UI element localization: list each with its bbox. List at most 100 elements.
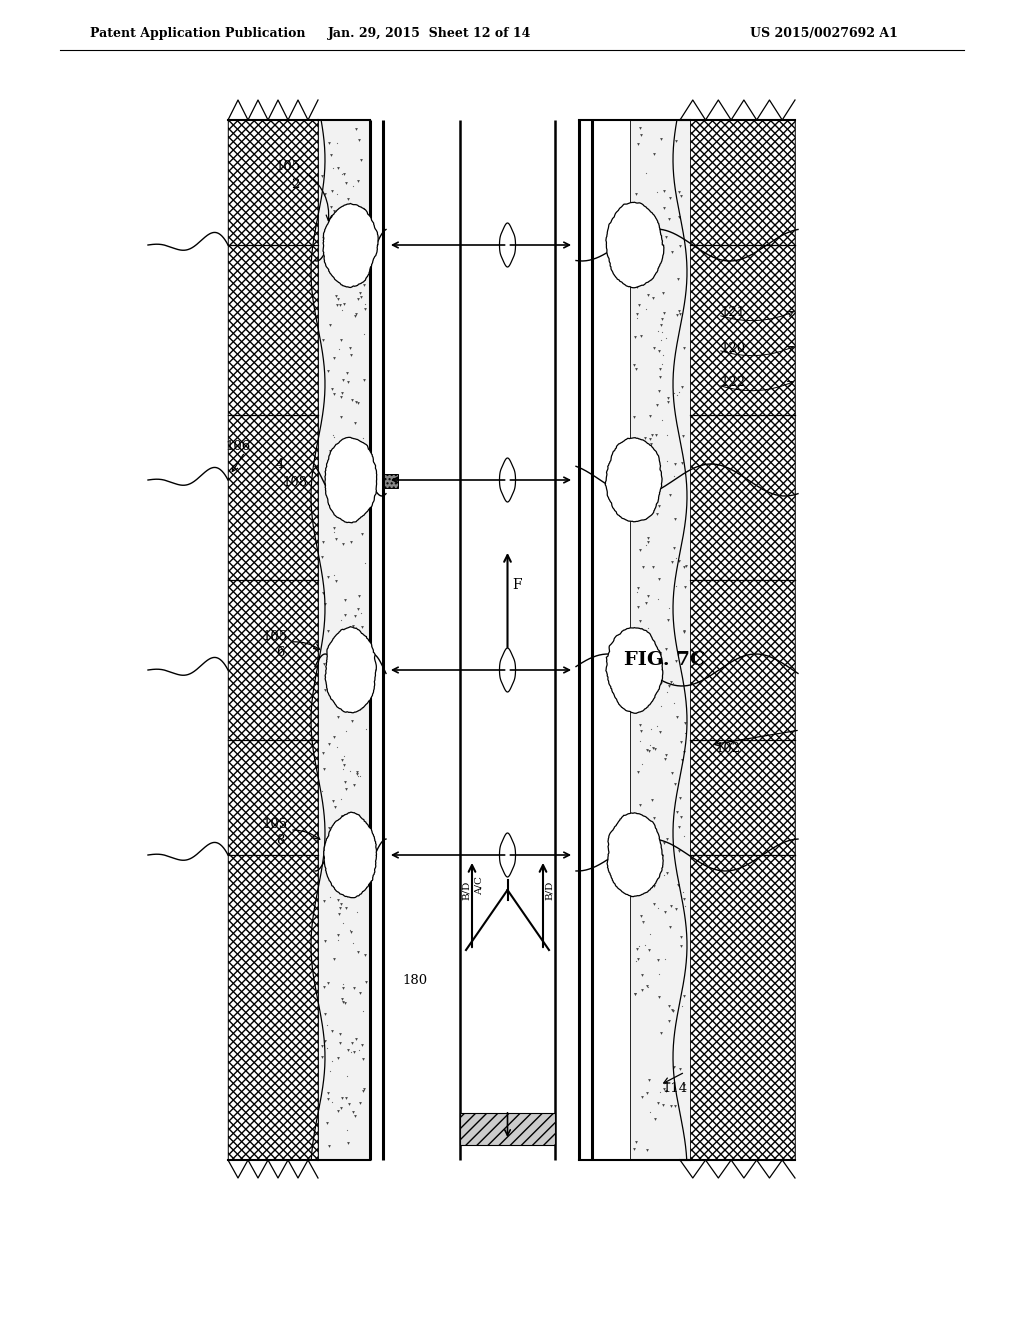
Point xyxy=(345,1041,361,1063)
Text: 8: 8 xyxy=(275,834,285,847)
Point xyxy=(327,347,343,368)
Point xyxy=(676,557,692,578)
Point xyxy=(332,813,348,834)
Point xyxy=(660,597,677,618)
Point xyxy=(644,737,660,758)
Point xyxy=(629,581,645,602)
Point xyxy=(350,170,367,191)
Point xyxy=(651,1082,668,1104)
Point xyxy=(643,249,659,271)
Polygon shape xyxy=(605,438,663,521)
Point xyxy=(649,395,666,416)
Point xyxy=(346,305,362,326)
Point xyxy=(334,989,350,1010)
Point xyxy=(349,766,366,787)
Point xyxy=(630,494,646,515)
Point xyxy=(324,181,340,202)
Point xyxy=(330,890,346,911)
Point xyxy=(316,977,333,998)
Point xyxy=(352,982,369,1003)
Point xyxy=(324,197,340,218)
Point xyxy=(345,272,361,293)
Text: FIG. 7C: FIG. 7C xyxy=(625,651,706,669)
Point xyxy=(351,224,368,246)
Point xyxy=(632,795,648,816)
Point xyxy=(667,774,683,795)
Point xyxy=(645,808,662,829)
Point xyxy=(649,715,666,737)
Point xyxy=(349,837,366,858)
Bar xyxy=(228,120,318,1160)
Text: 102: 102 xyxy=(715,742,740,755)
Point xyxy=(676,825,692,846)
Point xyxy=(673,807,689,828)
Point xyxy=(330,924,346,945)
Point xyxy=(345,932,361,953)
Point xyxy=(632,117,648,139)
Point xyxy=(333,1097,349,1118)
Point xyxy=(322,132,338,153)
Point xyxy=(353,602,370,623)
Point xyxy=(349,205,366,226)
Point xyxy=(671,841,687,862)
Point xyxy=(319,1082,336,1104)
Point xyxy=(628,326,644,347)
Point xyxy=(349,804,366,825)
Point xyxy=(664,999,680,1020)
Point xyxy=(351,586,368,607)
Point xyxy=(666,692,682,713)
Point xyxy=(634,696,650,717)
Point xyxy=(319,620,336,642)
Point xyxy=(333,610,349,631)
Point xyxy=(334,805,350,826)
Point xyxy=(341,479,357,500)
Point xyxy=(339,362,355,383)
Point xyxy=(630,578,646,599)
Point xyxy=(347,605,364,626)
Point xyxy=(675,882,691,903)
Point xyxy=(628,359,644,380)
Point xyxy=(346,977,362,998)
Point xyxy=(643,434,659,455)
Point xyxy=(651,359,668,380)
Point xyxy=(349,762,366,783)
Polygon shape xyxy=(607,813,664,896)
Point xyxy=(641,812,657,833)
Point xyxy=(319,566,336,587)
Point xyxy=(638,535,654,556)
Point xyxy=(628,834,644,855)
Point xyxy=(673,935,689,956)
Point xyxy=(658,744,675,766)
Text: 4: 4 xyxy=(275,458,285,471)
Point xyxy=(332,686,348,708)
Polygon shape xyxy=(324,812,377,898)
Point xyxy=(345,220,361,242)
Point xyxy=(332,1023,348,1044)
Point xyxy=(646,875,663,896)
Point xyxy=(319,847,336,869)
Point xyxy=(349,598,366,619)
Point xyxy=(353,626,370,647)
Point xyxy=(325,157,341,178)
Point xyxy=(334,750,350,771)
Point xyxy=(338,898,354,919)
Point xyxy=(330,289,346,310)
Point xyxy=(324,1020,340,1041)
Point xyxy=(321,973,337,994)
Point xyxy=(650,1092,667,1113)
Text: US 2015/0027692 A1: US 2015/0027692 A1 xyxy=(750,26,898,40)
Point xyxy=(348,119,365,140)
Point xyxy=(627,983,643,1005)
Point xyxy=(340,371,356,392)
Point xyxy=(645,850,662,871)
Point xyxy=(337,771,353,792)
Point xyxy=(632,540,648,561)
Point xyxy=(633,124,649,145)
Point xyxy=(354,469,371,490)
Point xyxy=(647,475,664,496)
Point xyxy=(335,978,351,999)
Point xyxy=(639,739,655,760)
Point xyxy=(643,871,659,892)
Point xyxy=(645,556,662,577)
Point xyxy=(627,203,643,224)
